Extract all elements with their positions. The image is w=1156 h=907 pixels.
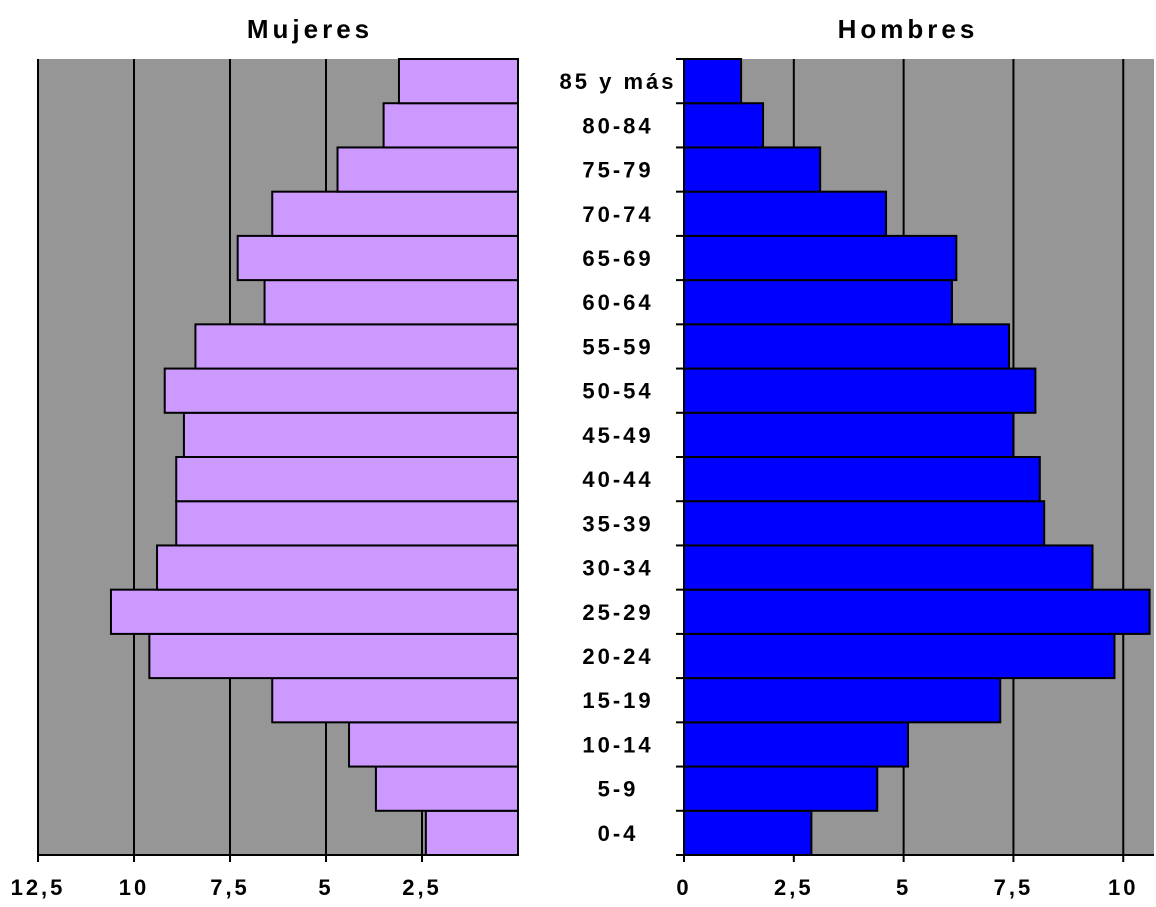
hombres-bar-85-y-más <box>683 58 743 105</box>
hombres-bar-5-9 <box>683 765 879 812</box>
mujeres-bar-5-9 <box>374 765 520 812</box>
hombres-bar-55-59 <box>683 323 1011 370</box>
hombres-bar-10-14 <box>683 721 910 768</box>
mujeres-tick-label: 5 <box>318 875 333 900</box>
mujeres-bar-70-74 <box>271 190 519 237</box>
age-label-15-19: 15-19 <box>582 688 653 713</box>
age-label-45-49: 45-49 <box>582 423 653 448</box>
mujeres-bar-20-24 <box>148 632 520 680</box>
mujeres-bar-65-69 <box>236 234 519 282</box>
mujeres-tick-label: 7,5 <box>210 875 250 900</box>
hombres-bar-40-44 <box>683 456 1041 503</box>
mujeres-bar-55-59 <box>194 323 519 370</box>
mujeres-bar-45-49 <box>182 411 519 458</box>
hombres-bar-0-4 <box>683 809 813 856</box>
age-label-75-79: 75-79 <box>582 158 653 183</box>
hombres-tick-label: 7,5 <box>994 875 1034 900</box>
mujeres-bar-80-84 <box>382 102 519 149</box>
age-group-labels: 0-4 5-9 10-14 15-19 20-24 25-29 30-34 35-39 40-4… <box>560 69 677 846</box>
mujeres-bar-50-54 <box>163 367 519 414</box>
mujeres-bar-40-44 <box>175 456 520 503</box>
hombres-bar-30-34 <box>683 544 1094 591</box>
hombres-tick-label: 5 <box>896 875 911 900</box>
age-label-85-y-más: 85 y más <box>560 69 677 94</box>
mujeres-title: Mujeres <box>247 14 373 44</box>
mujeres-bar-15-19 <box>271 677 519 724</box>
age-label-65-69: 65-69 <box>582 246 653 271</box>
mujeres-tick-label: 2,5 <box>402 875 442 900</box>
hombres-bar-70-74 <box>683 190 888 237</box>
hombres-title: Hombres <box>838 14 979 44</box>
mujeres-bar-30-34 <box>156 544 519 591</box>
age-label-60-64: 60-64 <box>582 290 653 315</box>
mujeres-bar-35-39 <box>175 500 520 547</box>
hombres-panel: 0 2,5 5 7,5 10 <box>676 58 1154 900</box>
age-label-80-84: 80-84 <box>582 113 653 138</box>
mujeres-bar-75-79 <box>336 146 519 193</box>
hombres-tick-label: 2,5 <box>774 875 814 900</box>
age-label-50-54: 50-54 <box>582 379 653 404</box>
hombres-bar-45-49 <box>683 411 1015 458</box>
hombres-bar-80-84 <box>683 102 765 149</box>
mujeres-bar-25-29 <box>109 588 520 635</box>
hombres-bar-50-54 <box>683 367 1037 414</box>
hombres-bar-35-39 <box>683 500 1046 547</box>
age-label-40-44: 40-44 <box>582 467 653 492</box>
mujeres-bar-85-y-más <box>397 58 519 105</box>
hombres-tick-label: 0 <box>676 875 691 900</box>
mujeres-bar-0-4 <box>424 809 519 856</box>
age-label-5-9: 5-9 <box>598 777 639 802</box>
hombres-bar-25-29 <box>683 588 1151 635</box>
mujeres-tick-label: 12,5 <box>11 875 66 900</box>
age-label-55-59: 55-59 <box>582 334 653 359</box>
age-label-10-14: 10-14 <box>582 732 653 757</box>
mujeres-tick-label: 10 <box>119 875 149 900</box>
age-label-20-24: 20-24 <box>582 644 653 669</box>
mujeres-bar-10-14 <box>348 721 520 768</box>
age-label-30-34: 30-34 <box>582 556 653 581</box>
mujeres-panel: 12,5 10 7,5 5 2,5 <box>11 58 520 900</box>
age-label-0-4: 0-4 <box>598 821 639 846</box>
hombres-bar-20-24 <box>683 632 1116 680</box>
hombres-bar-60-64 <box>683 279 953 326</box>
age-label-35-39: 35-39 <box>582 511 653 536</box>
hombres-bar-15-19 <box>683 677 1002 724</box>
hombres-tick-label: 10 <box>1108 875 1138 900</box>
hombres-bar-75-79 <box>683 146 822 193</box>
age-label-70-74: 70-74 <box>582 202 653 227</box>
hombres-bar-65-69 <box>683 234 958 282</box>
mujeres-bar-60-64 <box>263 279 519 326</box>
age-label-25-29: 25-29 <box>582 600 653 625</box>
